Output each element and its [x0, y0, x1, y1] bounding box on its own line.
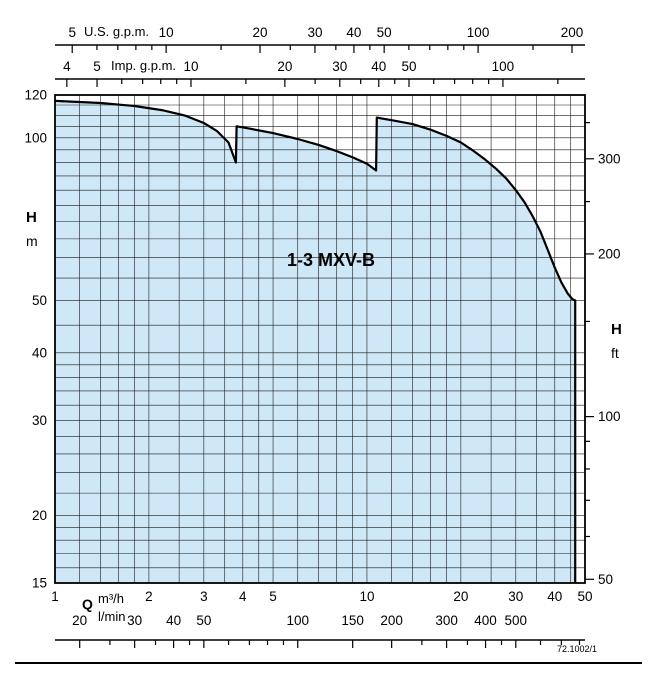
axis-us-gpm: 5 10 20 30 40 50 100 200: [55, 25, 585, 53]
tick-label: 400: [474, 613, 497, 628]
tick-label: 30: [508, 589, 523, 604]
tick-label: 4: [239, 589, 247, 604]
tick-label: 5: [93, 59, 101, 74]
tick-label: 2: [145, 589, 153, 604]
tick-label: 15: [32, 576, 47, 591]
head-axis-label-left: H: [26, 209, 37, 226]
tick-label: 200: [598, 246, 621, 261]
y-axis-ft: 50 100 200 300: [585, 122, 621, 587]
flow-axis-label-q: Q: [82, 596, 93, 612]
tick-label: 30: [307, 25, 322, 40]
tick-label: 20: [453, 589, 468, 604]
us-gpm-axis-title: U.S. g.p.m.: [84, 24, 150, 39]
tick-label: 150: [341, 613, 364, 628]
y-axis-m-labels: 15 20 30 40 50 100 120: [24, 88, 47, 591]
series-range-label: 1-3 MXV-B: [287, 250, 376, 270]
tick-label: 40: [166, 613, 181, 628]
tick-label: 50: [598, 572, 613, 587]
envelope-curve: [54, 99, 577, 583]
tick-label: 20: [253, 25, 268, 40]
tick-label: 100: [492, 59, 515, 74]
tick-label: 40: [32, 345, 47, 360]
tick-label: 40: [371, 59, 386, 74]
tick-label: 4: [63, 59, 71, 74]
tick-label: 200: [561, 25, 584, 40]
grid: [54, 94, 586, 584]
tick-label: 5: [269, 589, 277, 604]
tick-label: 100: [467, 25, 490, 40]
tick-label: 50: [577, 589, 592, 604]
x-axis-m3h-labels: 1 2 3 4 5 10 20 30 40 50: [51, 589, 592, 604]
tick-label: 3: [200, 589, 208, 604]
head-axis-unit-left-m: m: [26, 233, 38, 249]
tick-label: 10: [359, 589, 374, 604]
diagram-code: 72.1002/1: [557, 644, 598, 654]
tick-label: 200: [380, 613, 403, 628]
axis-imp-gpm: 4 5 10 20 30 40 50 100: [55, 59, 585, 87]
tick-label: 5: [68, 25, 76, 40]
head-axis-unit-right-ft: ft: [611, 345, 619, 361]
tick-label: 1: [51, 589, 59, 604]
flow-axis-unit-m3h: m³/h: [98, 591, 124, 606]
flow-axis-unit-lmin: l/min: [98, 609, 126, 624]
tick-label: 100: [24, 130, 47, 145]
tick-label: 100: [598, 409, 621, 424]
tick-label: 10: [159, 25, 174, 40]
tick-label: 40: [547, 589, 562, 604]
tick-label: 50: [377, 25, 392, 40]
tick-label: 100: [286, 613, 309, 628]
tick-label: 30: [127, 613, 142, 628]
tick-label: 300: [598, 151, 621, 166]
tick-label: 40: [346, 25, 361, 40]
tick-label: 30: [332, 59, 347, 74]
tick-label: 500: [505, 613, 528, 628]
tick-label: 50: [196, 613, 211, 628]
envelope-area: [55, 100, 576, 584]
tick-label: 20: [32, 508, 47, 523]
tick-label: 300: [435, 613, 458, 628]
tick-label: 50: [401, 59, 416, 74]
imp-gpm-axis-title: Imp. g.p.m.: [111, 58, 177, 73]
plot-frame: [54, 94, 586, 584]
tick-label: 20: [72, 613, 87, 628]
head-axis-label-right: H: [611, 321, 622, 338]
tick-label: 30: [32, 413, 47, 428]
axis-l-min: 20 30 40 50 100 150 200 300 400 500: [55, 613, 585, 648]
tick-label: 120: [24, 88, 47, 103]
tick-label: 50: [32, 293, 47, 308]
tick-label: 10: [183, 59, 198, 74]
tick-label: 20: [277, 59, 292, 74]
